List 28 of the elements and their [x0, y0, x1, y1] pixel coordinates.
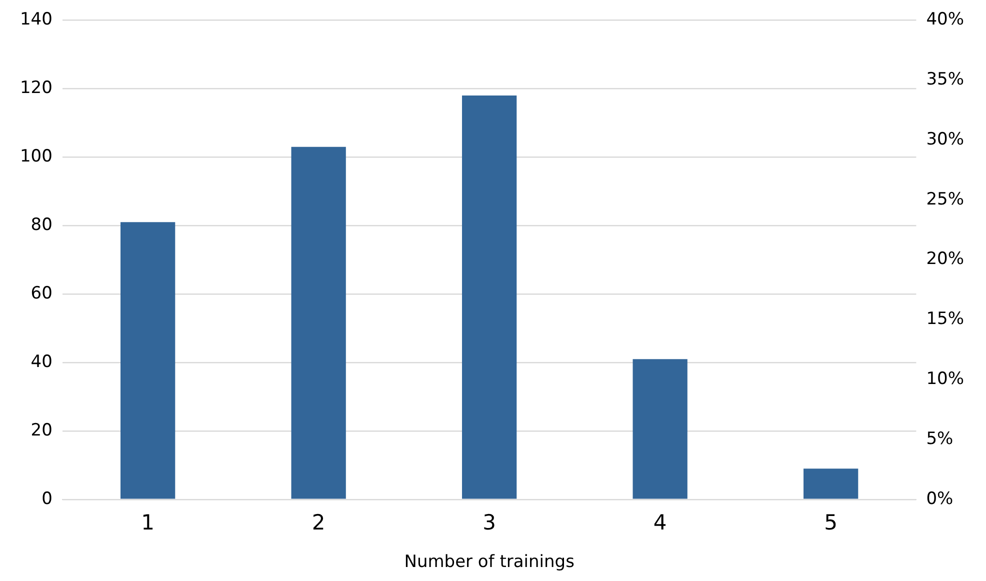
bar: [462, 96, 517, 499]
x-axis-title: Number of trainings: [404, 552, 575, 572]
y-tick-label: 140: [20, 10, 52, 30]
y2-tick-label: 10%: [926, 369, 964, 390]
bar: [632, 359, 688, 499]
y-tick-label: 0: [42, 488, 52, 509]
bar: [120, 222, 176, 499]
y-tick-label: 60: [30, 283, 52, 304]
x-tick-label: 1: [141, 510, 155, 534]
y-tick-label: 40: [30, 352, 52, 372]
y-tick-label: 80: [30, 214, 52, 235]
y2-tick-label: 0%: [926, 488, 954, 509]
x-tick-label: 3: [482, 510, 496, 534]
y-tick-label: 120: [20, 78, 52, 98]
y-tick-label: 20: [30, 420, 52, 440]
bar: [291, 146, 346, 499]
x-tick-label: 5: [824, 510, 838, 534]
y2-tick-label: 15%: [926, 309, 964, 330]
y2-tick-label: 35%: [926, 70, 964, 90]
y2-tick-label: 5%: [926, 428, 954, 449]
y2-tick-label: 30%: [926, 129, 964, 150]
y-tick-label: 100: [20, 146, 52, 167]
y2-tick-label: 40%: [926, 10, 964, 30]
x-tick-label: 2: [312, 510, 326, 534]
bar: [804, 468, 858, 499]
x-tick-label: 4: [653, 510, 667, 534]
y2-tick-label: 20%: [926, 249, 964, 270]
y2-tick-label: 25%: [926, 189, 964, 210]
